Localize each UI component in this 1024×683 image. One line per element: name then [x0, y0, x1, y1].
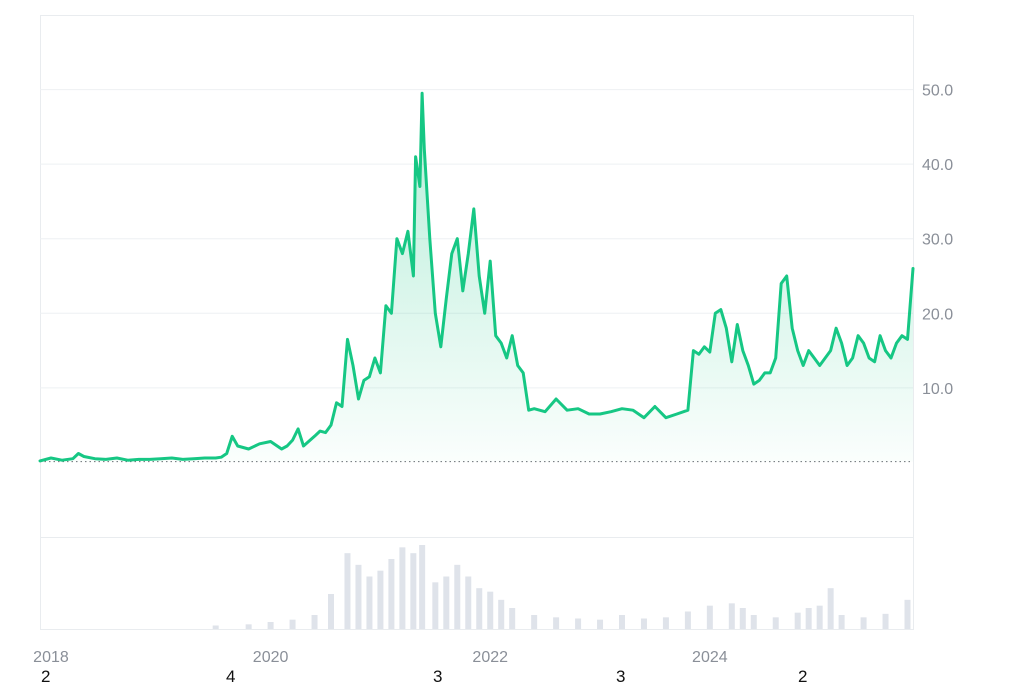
volume-bar	[498, 599, 505, 629]
volume-bar	[575, 618, 582, 629]
footer-number-4: 3	[616, 667, 625, 683]
volume-bar	[750, 615, 757, 629]
footer-number-3: 3	[433, 667, 442, 683]
volume-bar	[419, 545, 426, 629]
footer-number-2: 4	[226, 667, 235, 683]
volume-bar	[640, 618, 647, 629]
volume-bar	[882, 613, 889, 629]
volume-bar	[838, 615, 845, 629]
volume-bar	[388, 559, 395, 629]
x-tick-label: 2020	[253, 649, 289, 666]
volume-bar	[399, 547, 406, 629]
volume-bar	[344, 553, 351, 629]
volume-bar	[454, 564, 461, 629]
x-tick-label: 2022	[472, 649, 508, 666]
volume-bar	[432, 582, 439, 629]
y-axis-labels: 10.0 20.0 30.0 40.0 50.0	[922, 83, 953, 398]
volume-bar	[531, 615, 538, 629]
volume-bar	[904, 599, 911, 629]
volume-bar	[245, 624, 252, 629]
y-tick-label: 40.0	[922, 157, 953, 174]
volume-bar	[311, 615, 318, 629]
price-area	[40, 93, 913, 462]
volume-bar	[289, 619, 296, 629]
volume-bar	[619, 615, 625, 629]
footer-number-5: 2	[798, 667, 807, 683]
volume-bar	[860, 617, 867, 629]
volume-bar	[212, 625, 219, 629]
price-line	[38, 91, 915, 463]
x-axis-labels: 2018 2020 2022 2024	[33, 649, 728, 666]
volume-bar	[410, 553, 417, 629]
volume-bar	[662, 617, 669, 629]
x-tick-label: 2018	[33, 649, 69, 666]
x-tick-label: 2024	[692, 649, 728, 666]
volume-bar	[816, 605, 823, 629]
volume-bar	[443, 576, 450, 629]
volume-bar	[267, 622, 274, 629]
volume-bar	[509, 608, 516, 629]
volume-bar	[794, 612, 801, 629]
volume-bar	[476, 588, 483, 629]
volume-bar	[706, 605, 713, 629]
y-tick-label: 30.0	[922, 232, 953, 249]
y-tick-label: 10.0	[922, 381, 953, 398]
volume-bar	[684, 611, 691, 629]
y-tick-label: 50.0	[922, 83, 953, 100]
volume-bar	[366, 576, 373, 629]
volume-bar	[772, 617, 779, 629]
volume-bar	[487, 591, 494, 629]
volume-bar	[739, 608, 746, 629]
volume-bars	[212, 545, 911, 629]
volume-bar	[355, 564, 362, 629]
volume-bar	[328, 594, 334, 629]
volume-bar	[805, 608, 812, 629]
y-tick-label: 20.0	[922, 306, 953, 323]
volume-bar	[728, 603, 735, 629]
volume-bar	[597, 619, 604, 629]
plot-frame	[40, 15, 914, 630]
volume-bar	[827, 588, 834, 629]
volume-bar	[553, 617, 560, 629]
volume-bar	[377, 570, 384, 629]
footer-number-1: 2	[41, 667, 50, 683]
volume-bar	[465, 576, 472, 629]
